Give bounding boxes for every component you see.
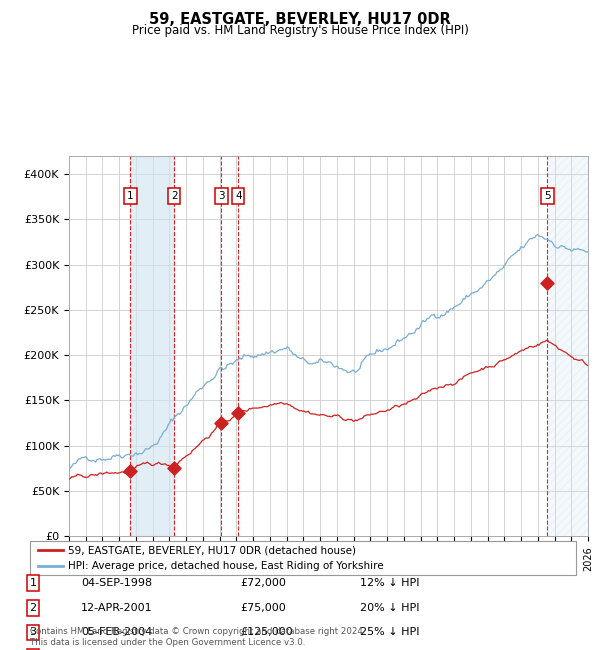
Text: 1: 1 [29,578,37,588]
Text: 3: 3 [29,627,37,638]
Text: £125,000: £125,000 [240,627,293,638]
Bar [547,156,588,536]
Text: 5: 5 [544,191,551,201]
Text: 05-FEB-2004: 05-FEB-2004 [81,627,152,638]
Text: 25% ↓ HPI: 25% ↓ HPI [360,627,419,638]
Text: £72,000: £72,000 [240,578,286,588]
Text: 12% ↓ HPI: 12% ↓ HPI [360,578,419,588]
Text: HPI: Average price, detached house, East Riding of Yorkshire: HPI: Average price, detached house, East… [68,562,384,571]
Text: 12-APR-2001: 12-APR-2001 [81,603,152,613]
Text: 20% ↓ HPI: 20% ↓ HPI [360,603,419,613]
Text: 04-SEP-1998: 04-SEP-1998 [81,578,152,588]
Text: 2: 2 [29,603,37,613]
Text: 2: 2 [171,191,178,201]
Text: 1: 1 [127,191,134,201]
Text: Price paid vs. HM Land Registry's House Price Index (HPI): Price paid vs. HM Land Registry's House … [131,24,469,37]
Text: 59, EASTGATE, BEVERLEY, HU17 0DR (detached house): 59, EASTGATE, BEVERLEY, HU17 0DR (detach… [68,545,356,555]
Point [169,463,179,474]
Point [217,418,226,428]
Text: 3: 3 [218,191,224,201]
Text: £75,000: £75,000 [240,603,286,613]
Point [233,408,243,419]
Text: 4: 4 [235,191,242,201]
Bar [130,156,174,536]
Point [542,278,552,288]
FancyBboxPatch shape [30,541,576,575]
Text: Contains HM Land Registry data © Crown copyright and database right 2024.
This d: Contains HM Land Registry data © Crown c… [30,627,365,647]
Point [125,466,135,476]
Text: 59, EASTGATE, BEVERLEY, HU17 0DR: 59, EASTGATE, BEVERLEY, HU17 0DR [149,12,451,27]
